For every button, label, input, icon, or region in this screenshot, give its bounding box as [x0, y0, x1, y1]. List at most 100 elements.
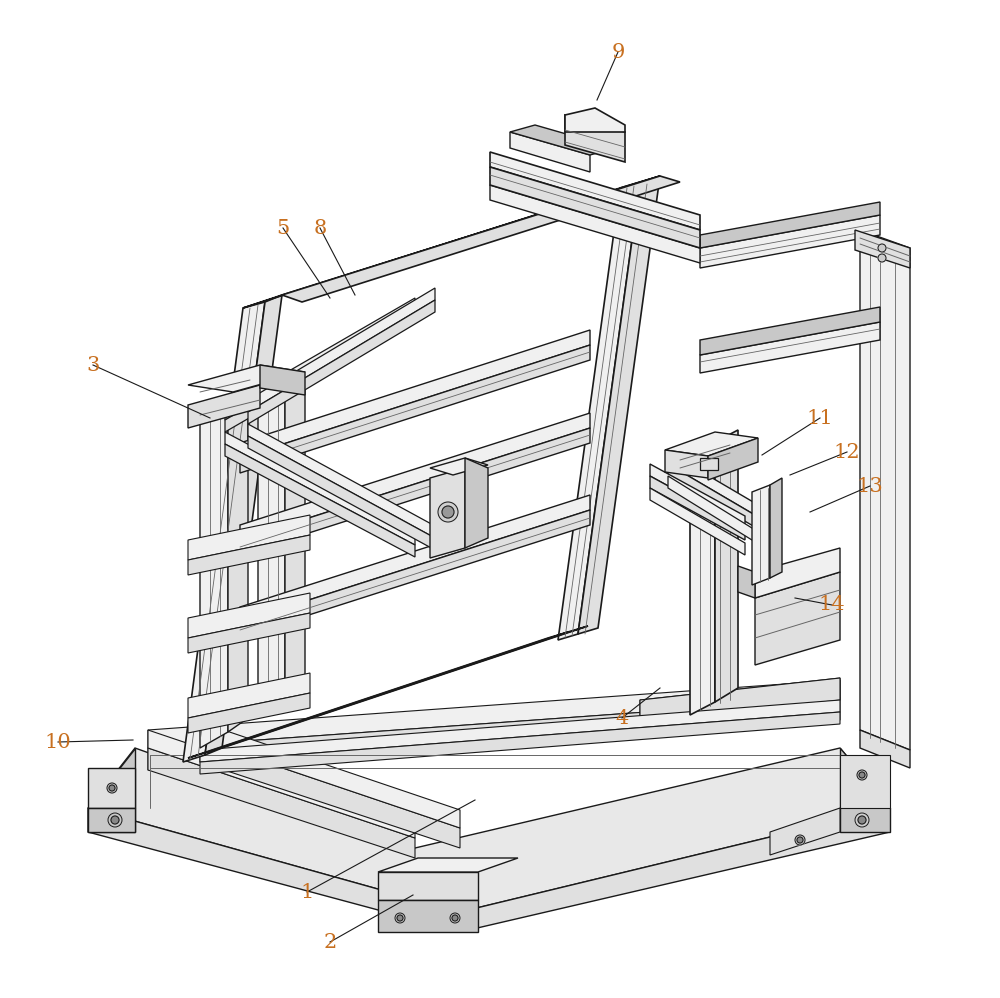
Text: 14: 14 — [819, 596, 845, 615]
Polygon shape — [188, 535, 310, 575]
Polygon shape — [640, 678, 840, 722]
Circle shape — [109, 785, 115, 791]
Polygon shape — [510, 125, 615, 155]
Polygon shape — [228, 396, 248, 732]
Polygon shape — [225, 298, 415, 420]
Circle shape — [450, 913, 460, 923]
Polygon shape — [430, 468, 465, 558]
Circle shape — [395, 913, 405, 923]
Circle shape — [107, 783, 117, 793]
Polygon shape — [700, 215, 880, 268]
Polygon shape — [225, 310, 415, 432]
Text: 1: 1 — [300, 882, 314, 901]
Polygon shape — [188, 632, 568, 758]
Polygon shape — [148, 698, 840, 770]
Polygon shape — [490, 185, 700, 263]
Text: 13: 13 — [857, 476, 883, 495]
Polygon shape — [640, 678, 840, 722]
Circle shape — [858, 816, 866, 824]
Polygon shape — [840, 755, 890, 808]
Polygon shape — [248, 288, 435, 412]
Circle shape — [108, 813, 122, 827]
Polygon shape — [650, 464, 745, 528]
Polygon shape — [860, 730, 910, 768]
Polygon shape — [700, 322, 880, 373]
Polygon shape — [668, 452, 760, 518]
Polygon shape — [668, 464, 760, 530]
Text: 2: 2 — [323, 932, 337, 951]
Circle shape — [452, 915, 458, 921]
Polygon shape — [558, 182, 640, 640]
Polygon shape — [200, 740, 460, 848]
Polygon shape — [578, 176, 660, 634]
Text: 4: 4 — [615, 709, 629, 728]
Polygon shape — [510, 132, 590, 172]
Text: 3: 3 — [86, 355, 100, 374]
Polygon shape — [855, 230, 910, 268]
Polygon shape — [88, 808, 890, 932]
Circle shape — [855, 813, 869, 827]
Polygon shape — [282, 176, 680, 302]
Polygon shape — [225, 444, 415, 557]
Polygon shape — [188, 515, 310, 560]
Polygon shape — [430, 458, 488, 475]
Polygon shape — [240, 345, 590, 473]
Polygon shape — [248, 424, 435, 538]
Polygon shape — [755, 548, 840, 598]
Polygon shape — [188, 693, 310, 733]
Circle shape — [111, 816, 119, 824]
Polygon shape — [188, 673, 310, 718]
Polygon shape — [205, 295, 282, 755]
Polygon shape — [770, 808, 840, 855]
Circle shape — [442, 506, 454, 518]
Circle shape — [878, 244, 886, 252]
Polygon shape — [285, 376, 305, 703]
Text: 8: 8 — [313, 219, 327, 238]
Polygon shape — [88, 748, 135, 832]
Polygon shape — [665, 432, 758, 456]
Polygon shape — [378, 900, 478, 932]
Polygon shape — [668, 476, 760, 545]
Circle shape — [795, 835, 805, 845]
Polygon shape — [700, 202, 880, 248]
Polygon shape — [188, 365, 305, 392]
Polygon shape — [88, 808, 135, 832]
Polygon shape — [715, 430, 738, 702]
Polygon shape — [860, 230, 910, 750]
Polygon shape — [200, 408, 228, 748]
Polygon shape — [240, 510, 590, 637]
Polygon shape — [700, 458, 718, 470]
Text: 10: 10 — [45, 733, 71, 751]
Polygon shape — [148, 680, 840, 748]
Circle shape — [438, 502, 458, 522]
Polygon shape — [225, 432, 415, 545]
Polygon shape — [755, 572, 840, 665]
Polygon shape — [88, 768, 135, 808]
Circle shape — [857, 770, 867, 780]
Polygon shape — [565, 115, 625, 162]
Polygon shape — [200, 712, 840, 774]
Polygon shape — [200, 722, 460, 828]
Polygon shape — [208, 626, 588, 752]
Polygon shape — [770, 478, 782, 578]
Text: 9: 9 — [611, 43, 625, 62]
Polygon shape — [260, 365, 305, 395]
Polygon shape — [650, 488, 745, 555]
Polygon shape — [200, 700, 840, 762]
Polygon shape — [148, 730, 415, 838]
Polygon shape — [650, 476, 745, 540]
Polygon shape — [258, 388, 285, 718]
Polygon shape — [240, 495, 590, 622]
Circle shape — [859, 772, 865, 778]
Polygon shape — [378, 872, 478, 900]
Polygon shape — [188, 385, 260, 428]
Polygon shape — [240, 413, 590, 540]
Text: 5: 5 — [276, 219, 290, 238]
Polygon shape — [188, 613, 310, 653]
Text: 11: 11 — [807, 408, 833, 427]
Polygon shape — [700, 307, 880, 355]
Polygon shape — [752, 485, 770, 585]
Circle shape — [397, 915, 403, 921]
Polygon shape — [690, 442, 715, 715]
Polygon shape — [465, 458, 488, 548]
